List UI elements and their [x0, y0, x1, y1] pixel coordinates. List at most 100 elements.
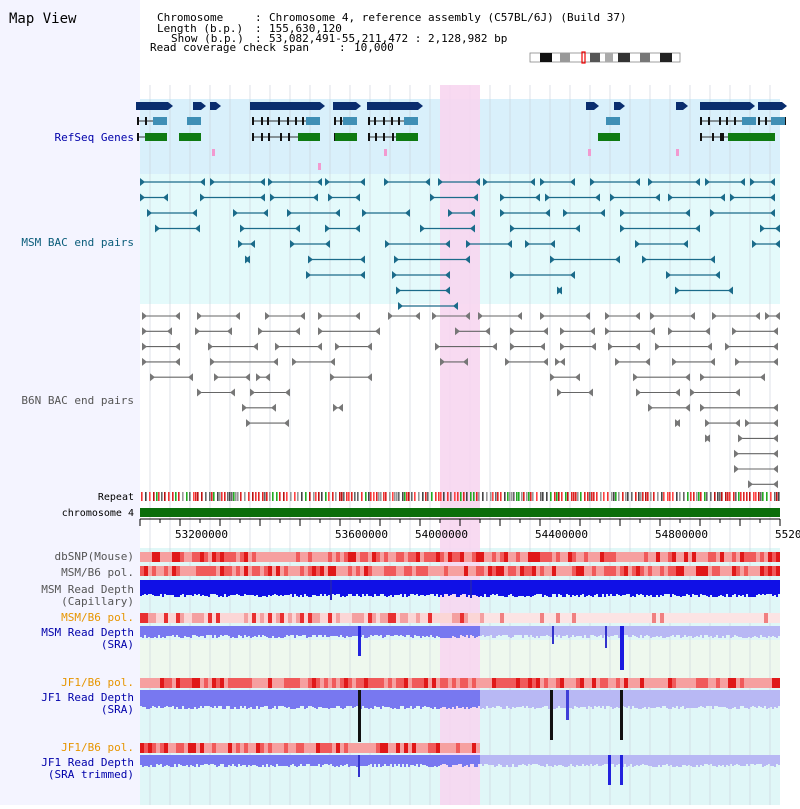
- track-label-jf1-depth-sra[interactable]: JF1 Read Depth: [41, 691, 134, 704]
- repeat-element: [743, 492, 745, 501]
- depth-bar: [772, 626, 774, 636]
- heat-cell: [336, 552, 340, 562]
- repeat-element: [550, 492, 552, 501]
- track-label-msm-depth-cap[interactable]: MSM Read Depth: [41, 583, 134, 596]
- track-label-repeat[interactable]: Repeat: [98, 492, 134, 503]
- heat-cell: [268, 743, 272, 753]
- track-label-b6n-bac[interactable]: B6N BAC end pairs: [21, 394, 134, 407]
- heat-cell: [756, 552, 760, 562]
- chromosome-ideogram[interactable]: [529, 51, 681, 64]
- bac-end-marker: [770, 193, 775, 202]
- track-label-msm-bac[interactable]: MSM BAC end pairs: [21, 236, 134, 249]
- depth-bar: [240, 755, 242, 766]
- depth-bar: [466, 755, 468, 765]
- depth-spike: [550, 690, 553, 740]
- depth-bar: [744, 580, 746, 597]
- msm-read-depth-capillary[interactable]: [140, 580, 780, 600]
- bac-end-marker: [318, 312, 323, 320]
- jf1-read-depth-sra-trimmed[interactable]: [140, 755, 780, 785]
- depth-bar: [176, 626, 178, 635]
- track-label-chromosome[interactable]: chromosome 4: [62, 508, 134, 519]
- heat-cell: [252, 552, 256, 562]
- repeat-element: [175, 492, 177, 501]
- heat-cell: [448, 678, 452, 688]
- repeat-element: [500, 492, 502, 501]
- heat-cell: [600, 613, 604, 623]
- heat-cell: [300, 566, 304, 576]
- depth-bar: [236, 690, 238, 709]
- heat-cell: [604, 552, 608, 562]
- track-label-jf1-b6-pol[interactable]: JF1/B6 pol.: [61, 676, 134, 689]
- depth-bar: [766, 755, 768, 765]
- heat-cell: [652, 613, 656, 623]
- heat-cell: [476, 743, 480, 753]
- heat-cell: [212, 678, 216, 688]
- heat-cell: [220, 743, 224, 753]
- depth-bar: [652, 690, 654, 708]
- depth-bar: [680, 580, 682, 597]
- msm-bac-end-pairs-track[interactable]: [140, 178, 780, 310]
- depth-bar: [500, 690, 502, 707]
- depth-bar: [352, 690, 354, 708]
- refseq-genes-track[interactable]: [136, 102, 787, 170]
- depth-bar: [364, 580, 366, 596]
- depth-bar: [738, 626, 740, 637]
- heat-cell: [344, 678, 348, 688]
- heat-cell: [400, 566, 404, 576]
- msm-b6-pol-heat-strip[interactable]: [140, 566, 780, 576]
- msm-b6-pol-2-heat-strip[interactable]: [140, 613, 780, 623]
- track-label-jf1-b6-pol-2[interactable]: JF1/B6 pol.: [61, 741, 134, 754]
- depth-bar: [248, 755, 250, 765]
- gene-utr: [742, 117, 756, 125]
- bac-end-marker: [388, 312, 393, 320]
- track-label-msm-depth-sra[interactable]: MSM Read Depth: [41, 626, 134, 639]
- track-label-refseq[interactable]: RefSeq Genes: [55, 131, 134, 144]
- heat-cell: [212, 552, 216, 562]
- bac-end-marker: [685, 403, 690, 412]
- depth-bar: [538, 690, 540, 708]
- repeat-element: [746, 492, 748, 501]
- jf1-b6-pol-heat-strip[interactable]: [140, 678, 780, 688]
- heat-cell: [288, 613, 292, 623]
- track-label-dbsnp[interactable]: dbSNP(Mouse): [55, 550, 134, 563]
- depth-bar: [530, 755, 532, 765]
- heat-cell: [512, 678, 516, 688]
- heat-cell: [424, 743, 428, 753]
- depth-bar: [400, 755, 402, 767]
- depth-bar: [410, 755, 412, 765]
- depth-bar: [770, 690, 772, 707]
- jf1-read-depth-sra[interactable]: [140, 690, 780, 742]
- depth-bar: [328, 580, 330, 595]
- jf1-b6-pol-2-heat-strip[interactable]: [140, 743, 480, 753]
- show-value: 53,082,491-55,211,472 : 2,128,982 bp: [269, 32, 507, 45]
- depth-bar: [544, 690, 546, 706]
- depth-bar: [618, 755, 620, 764]
- depth-bar: [700, 755, 702, 765]
- heat-cell: [600, 566, 604, 576]
- depth-bar: [420, 580, 422, 595]
- depth-spike: [566, 690, 569, 720]
- depth-bar: [422, 690, 424, 707]
- repeat-track[interactable]: [141, 492, 780, 501]
- depth-bar: [594, 626, 596, 636]
- chromosome-bar[interactable]: [140, 508, 780, 517]
- heat-cell: [188, 552, 192, 562]
- depth-bar: [730, 626, 732, 638]
- track-label-jf1-depth-trim[interactable]: JF1 Read Depth: [41, 756, 134, 769]
- depth-bar: [532, 690, 534, 707]
- depth-bar: [564, 690, 566, 708]
- depth-bar: [584, 626, 586, 635]
- dbsnp-heat-strip[interactable]: [140, 552, 780, 562]
- msm-read-depth-sra[interactable]: [140, 626, 780, 670]
- track-label-msm-b6-pol[interactable]: MSM/B6 pol.: [61, 566, 134, 579]
- depth-bar: [538, 580, 540, 594]
- depth-bar: [448, 690, 450, 708]
- track-label-msm-b6-pol-2[interactable]: MSM/B6 pol.: [61, 611, 134, 624]
- b6n-bac-end-pairs-track[interactable]: [142, 312, 780, 489]
- heat-cell: [364, 566, 368, 576]
- depth-bar: [624, 626, 626, 635]
- heat-cell: [428, 743, 432, 753]
- heat-cell: [528, 613, 532, 623]
- depth-bar: [738, 690, 740, 709]
